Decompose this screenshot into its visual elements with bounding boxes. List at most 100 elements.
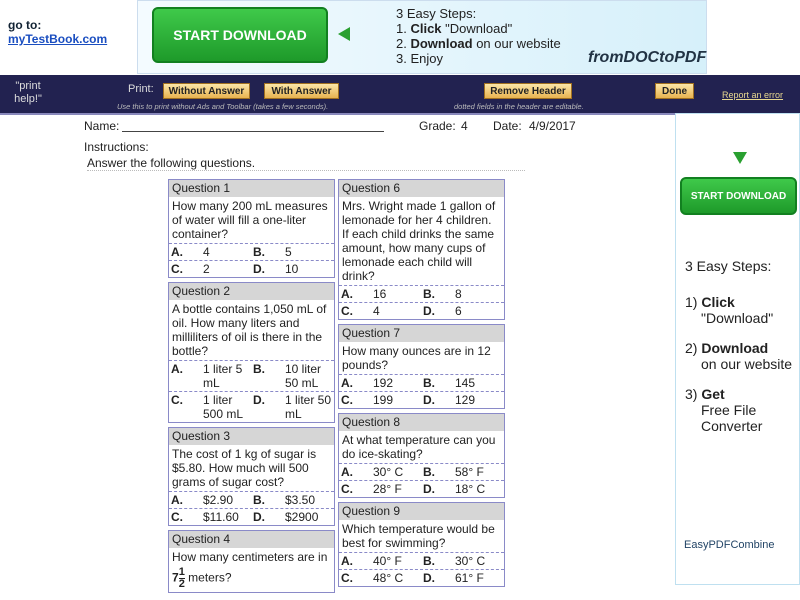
question-title: Question 9	[339, 503, 504, 520]
choice-letter: D.	[423, 482, 435, 496]
numerator: 1	[178, 566, 185, 579]
choice-value: 5	[285, 245, 292, 259]
ad-button[interactable]: START DOWNLOAD	[152, 7, 328, 63]
steps-title: 3 Easy Steps:	[685, 258, 772, 274]
choice-value: 48° C	[373, 571, 404, 585]
print-label: Print:	[128, 83, 154, 95]
ad-steps: 3 Easy Steps: 1. Click "Download" 2. Down…	[396, 6, 561, 66]
goto-label: go to:	[8, 18, 42, 32]
worksheet-header: Name: Grade: 4 Date: 4/9/2017 Instructio…	[84, 119, 664, 171]
choice-letter: B.	[423, 376, 435, 390]
choice-row: C. 48° C D. 61° F	[339, 569, 504, 586]
question: Question 4 How many centimeters are in 7 1 2…	[168, 530, 335, 593]
instructions-label: Instructions:	[84, 140, 149, 154]
choice-letter: C.	[341, 482, 353, 496]
side-ad: START DOWNLOAD 3 Easy Steps: 1) Click "D…	[675, 113, 800, 585]
question-title: Question 3	[169, 428, 334, 445]
button[interactable]: Without Answer	[163, 83, 250, 99]
steps-title: 3 Easy Steps:	[396, 6, 477, 21]
step: 3) Get Free File Converter	[685, 386, 800, 434]
step-rest: on our website	[701, 356, 793, 372]
choice-letter: C.	[171, 510, 183, 524]
choice-letter: D.	[423, 304, 435, 318]
choice-row: C. 4 D. 6	[339, 302, 504, 319]
choice-value: 192	[373, 376, 394, 390]
question: Question 7 How many ounces are in 12 poun…	[338, 324, 505, 409]
question-text: A bottle contains 1,050 mL of oil. How m…	[169, 300, 334, 360]
choice-value: 58° F	[455, 465, 484, 479]
choice-value: 28° F	[373, 482, 402, 496]
question: Question 6 Mrs. Wright made 1 gallon of l…	[338, 179, 505, 320]
choice-value: 30° C	[373, 465, 404, 479]
grade: 4	[461, 119, 468, 133]
choice-value: 16	[373, 287, 387, 301]
step-num: 3)	[685, 386, 698, 402]
print-help[interactable]: "print help!"	[14, 80, 42, 105]
choice-value: 199	[373, 393, 394, 407]
choice-letter: A.	[341, 287, 353, 301]
question: Question 3 The cost of 1 kg of sugar is $…	[168, 427, 335, 526]
step-rest: Free File Converter	[701, 402, 763, 434]
button[interactable]: Remove Header	[484, 83, 572, 99]
question-text: How many ounces are in 12 pounds?	[339, 342, 504, 374]
choice-row: A. 40° F B. 30° C	[339, 552, 504, 569]
step-num: 1)	[685, 294, 698, 310]
choice-value: 1 liter 50 mL	[285, 393, 332, 421]
step: 3. Enjoy	[396, 51, 561, 66]
choice-row: C. $11.60 D. $2900	[169, 508, 334, 525]
step-bold: Click	[410, 21, 442, 36]
step-bold: Download	[410, 36, 473, 51]
question-text: How many centimeters are in 7 1 2 meters?	[169, 548, 334, 592]
question: Question 9 Which temperature would be bes…	[338, 502, 505, 587]
choice-letter: D.	[423, 393, 435, 407]
step: 1. Click "Download"	[396, 21, 561, 36]
ad-brand: fromDOCtoPDF	[588, 49, 707, 66]
choice-letter: A.	[171, 362, 183, 376]
ad-button[interactable]: START DOWNLOAD	[680, 177, 797, 215]
choice-letter: D.	[423, 571, 435, 585]
choice-letter: B.	[423, 465, 435, 479]
question-body: How many ounces are in 12 pounds?	[342, 344, 491, 372]
choice-value: 1 liter 500 mL	[203, 393, 244, 421]
after: meters?	[188, 570, 232, 585]
choice-value: 129	[455, 393, 476, 407]
top-ad: START DOWNLOAD 3 Easy Steps: 1. Click "D…	[137, 0, 707, 74]
name-line	[122, 131, 384, 132]
report-link[interactable]: Report an error	[722, 90, 784, 100]
question-body: Mrs. Wright made 1 gallon of lemonade fo…	[342, 199, 496, 283]
choice-letter: B.	[423, 287, 435, 301]
ad-brand: EasyPDFCombine	[684, 539, 775, 551]
choice-value: 18° C	[455, 482, 486, 496]
step-bold: Get	[701, 386, 725, 402]
choice-value: $2.90	[203, 493, 234, 507]
question-body: A bottle contains 1,050 mL of oil. How m…	[172, 302, 327, 358]
choice-letter: C.	[171, 393, 183, 407]
button[interactable]: With Answer	[264, 83, 339, 99]
step: 1) Click "Download"	[685, 294, 800, 326]
question-body: How many 200 mL measures of water will f…	[172, 199, 328, 241]
choice-row: A. 16 B. 8	[339, 285, 504, 302]
choice-value: 1 liter 5 mL	[203, 362, 243, 390]
choice-row: C. 199 D. 129	[339, 391, 504, 408]
goto-link[interactable]: myTestBook.com	[8, 32, 108, 46]
step: 2. Download on our website	[396, 36, 561, 51]
whole: 7	[172, 570, 179, 585]
note: dotted fields in the header are editable…	[454, 102, 584, 111]
choice-letter: B.	[423, 554, 435, 568]
choice-row: A. 192 B. 145	[339, 374, 504, 391]
step-rest: "Download"	[445, 21, 513, 36]
choice-row: C. 1 liter 500 mL D. 1 liter 50 mL	[169, 391, 334, 422]
choice-row: C. 2 D. 10	[169, 260, 334, 277]
arrow-icon	[338, 27, 350, 41]
choice-letter: A.	[341, 376, 353, 390]
button[interactable]: Done	[655, 83, 694, 99]
choice-letter: D.	[253, 262, 265, 276]
choice-letter: A.	[171, 493, 183, 507]
choice-row: A. 1 liter 5 mL B. 10 liter 50 mL	[169, 360, 334, 391]
instructions: Answer the following questions.	[87, 156, 525, 171]
column: Question 6 Mrs. Wright made 1 gallon of l…	[338, 179, 505, 591]
question-text: At what temperature can you do ice-skati…	[339, 431, 504, 463]
